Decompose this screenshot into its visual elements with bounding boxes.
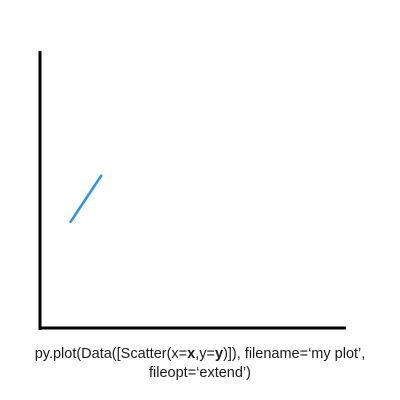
caption-x-bold: x	[187, 346, 196, 362]
code-caption: py.plot(Data([Scatter(x=x,y=y)]), filena…	[0, 345, 400, 383]
series-layer	[69, 174, 103, 224]
caption-code-prefix: py.plot(Data([Scatter(x=	[34, 346, 188, 362]
caption-code-mid: ,y=	[195, 346, 215, 362]
caption-line-1: py.plot(Data([Scatter(x=x,y=y)]), filena…	[0, 345, 400, 364]
caption-y-bold: y	[214, 346, 224, 362]
caption-line-2: fileopt=‘extend’)	[149, 365, 251, 381]
caption-code-suffix: )]), filename=‘my plot’,	[223, 346, 366, 362]
series-line-0	[69, 174, 103, 224]
